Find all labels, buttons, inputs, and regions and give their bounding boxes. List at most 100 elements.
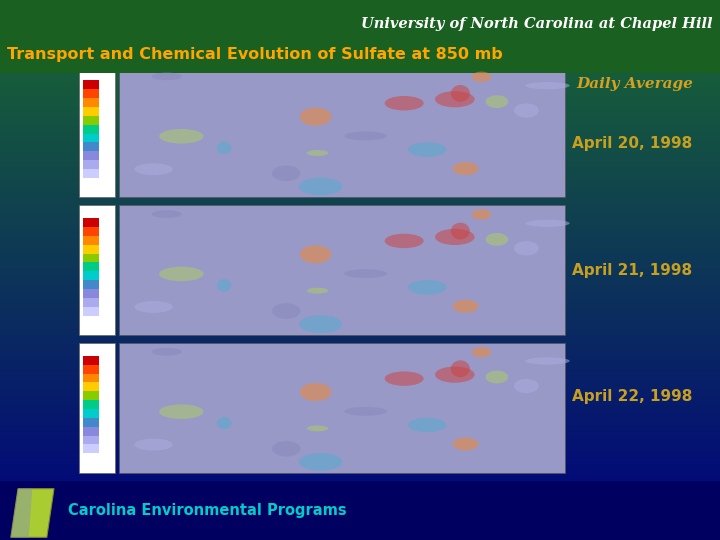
Bar [0, 329, 720, 331]
Bar [0, 425, 720, 427]
Bar [0, 282, 720, 285]
Ellipse shape [299, 453, 342, 471]
Bar [0, 117, 720, 119]
Bar [0, 432, 720, 434]
Bar [83, 178, 99, 187]
Bar [0, 528, 720, 529]
Bar [0, 369, 720, 371]
Bar [0, 157, 720, 158]
Bar [0, 103, 720, 104]
Bar [0, 504, 720, 506]
Bar [0, 466, 720, 468]
Bar [0, 538, 720, 540]
Bar [0, 18, 720, 20]
Bar [83, 382, 99, 392]
Bar [0, 23, 720, 25]
Bar [0, 128, 720, 130]
Bar [0, 4, 720, 5]
Ellipse shape [135, 163, 173, 175]
Text: University of North Carolina at Chapel Hill: University of North Carolina at Chapel H… [361, 17, 713, 31]
Bar [0, 178, 720, 180]
Bar [0, 385, 720, 387]
Bar [83, 227, 99, 236]
Bar [0, 137, 720, 139]
Bar [0, 74, 720, 76]
Bar [0, 245, 720, 247]
Bar [0, 315, 720, 317]
Bar [0, 285, 720, 286]
Bar [83, 125, 99, 133]
Ellipse shape [514, 103, 539, 118]
Bar [0, 412, 720, 414]
Bar [0, 133, 720, 135]
Bar [83, 409, 99, 418]
Ellipse shape [307, 426, 328, 431]
Bar [0, 140, 720, 142]
Bar [0, 185, 720, 187]
Bar [83, 356, 99, 364]
Bar [0, 153, 720, 155]
Bar [83, 80, 99, 89]
Bar [0, 212, 720, 214]
Bar [0, 356, 720, 358]
Bar [0, 225, 720, 227]
Bar [0, 333, 720, 335]
Bar [83, 236, 99, 245]
Bar [0, 139, 720, 140]
Bar [0, 266, 720, 268]
Ellipse shape [217, 279, 232, 292]
Ellipse shape [307, 288, 328, 294]
Ellipse shape [408, 280, 446, 295]
Bar [0, 497, 720, 498]
Bar [0, 214, 720, 216]
Bar [0, 353, 720, 355]
Bar [0, 61, 720, 63]
Text: Transport and Chemical Evolution of Sulfate at 850 mb: Transport and Chemical Evolution of Sulf… [7, 46, 503, 62]
Bar [0, 189, 720, 191]
Bar [0, 167, 720, 169]
Bar [0, 234, 720, 236]
Bar [0, 452, 720, 454]
Bar [0, 216, 720, 218]
Bar [0, 38, 720, 39]
Bar [0, 390, 720, 393]
Bar [0, 470, 720, 471]
Bar [0, 63, 720, 65]
Bar [0, 32, 720, 34]
Ellipse shape [272, 303, 300, 319]
Ellipse shape [344, 407, 387, 416]
Bar [0, 250, 720, 252]
Bar [0, 376, 720, 378]
Ellipse shape [472, 347, 491, 357]
Bar [0, 76, 720, 77]
Bar [83, 245, 99, 254]
Bar [0, 405, 720, 407]
Bar [0, 501, 720, 502]
Bar [0, 373, 720, 374]
Bar [0, 131, 720, 133]
Bar [0, 65, 720, 66]
Bar [0, 99, 720, 101]
Bar [79, 205, 115, 335]
Bar [0, 416, 720, 417]
Text: Carolina Environmental Programs: Carolina Environmental Programs [68, 503, 347, 518]
Text: April 20, 1998: April 20, 1998 [572, 136, 693, 151]
Ellipse shape [453, 300, 478, 313]
Ellipse shape [384, 372, 423, 386]
Bar [0, 220, 720, 221]
Bar [0, 455, 720, 457]
Bar [0, 59, 720, 61]
Bar [0, 231, 720, 232]
Bar [0, 93, 720, 96]
Bar [0, 2, 720, 4]
Bar [0, 275, 720, 277]
Ellipse shape [408, 417, 446, 433]
Bar [0, 221, 720, 223]
Bar [0, 535, 720, 536]
Bar [0, 204, 720, 205]
Bar [0, 85, 720, 86]
Bar [0, 362, 720, 363]
Bar [0, 151, 720, 153]
Bar [0, 481, 720, 540]
Ellipse shape [526, 220, 570, 227]
